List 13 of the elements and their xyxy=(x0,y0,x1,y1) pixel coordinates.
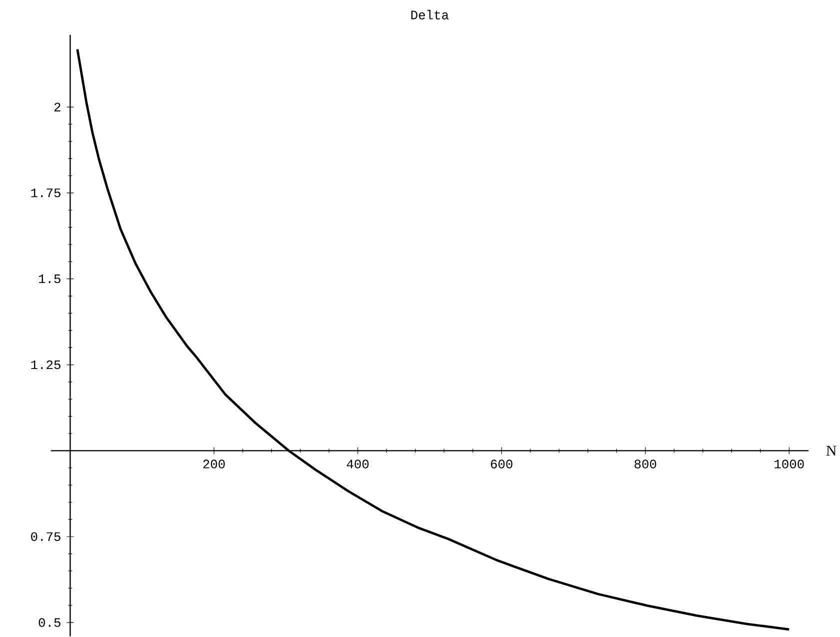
x-axis-title: N xyxy=(826,446,836,456)
x-tick-label: 800 xyxy=(634,460,656,468)
x-tick-label: 200 xyxy=(203,460,225,468)
x-tick-label: 600 xyxy=(490,460,512,468)
y-tick-label: 1.25 xyxy=(31,360,60,370)
y-tick-label: 1.75 xyxy=(31,188,60,198)
y-tick-label: 1.5 xyxy=(38,274,60,284)
x-tick-label: 400 xyxy=(346,460,369,468)
y-tick-label: 0.75 xyxy=(31,532,60,542)
chart-title: Delta xyxy=(411,10,449,20)
y-tick-label: 2 xyxy=(54,102,60,112)
y-tick-label: 0.5 xyxy=(38,618,60,627)
x-tick-label: 1000 xyxy=(774,460,804,468)
